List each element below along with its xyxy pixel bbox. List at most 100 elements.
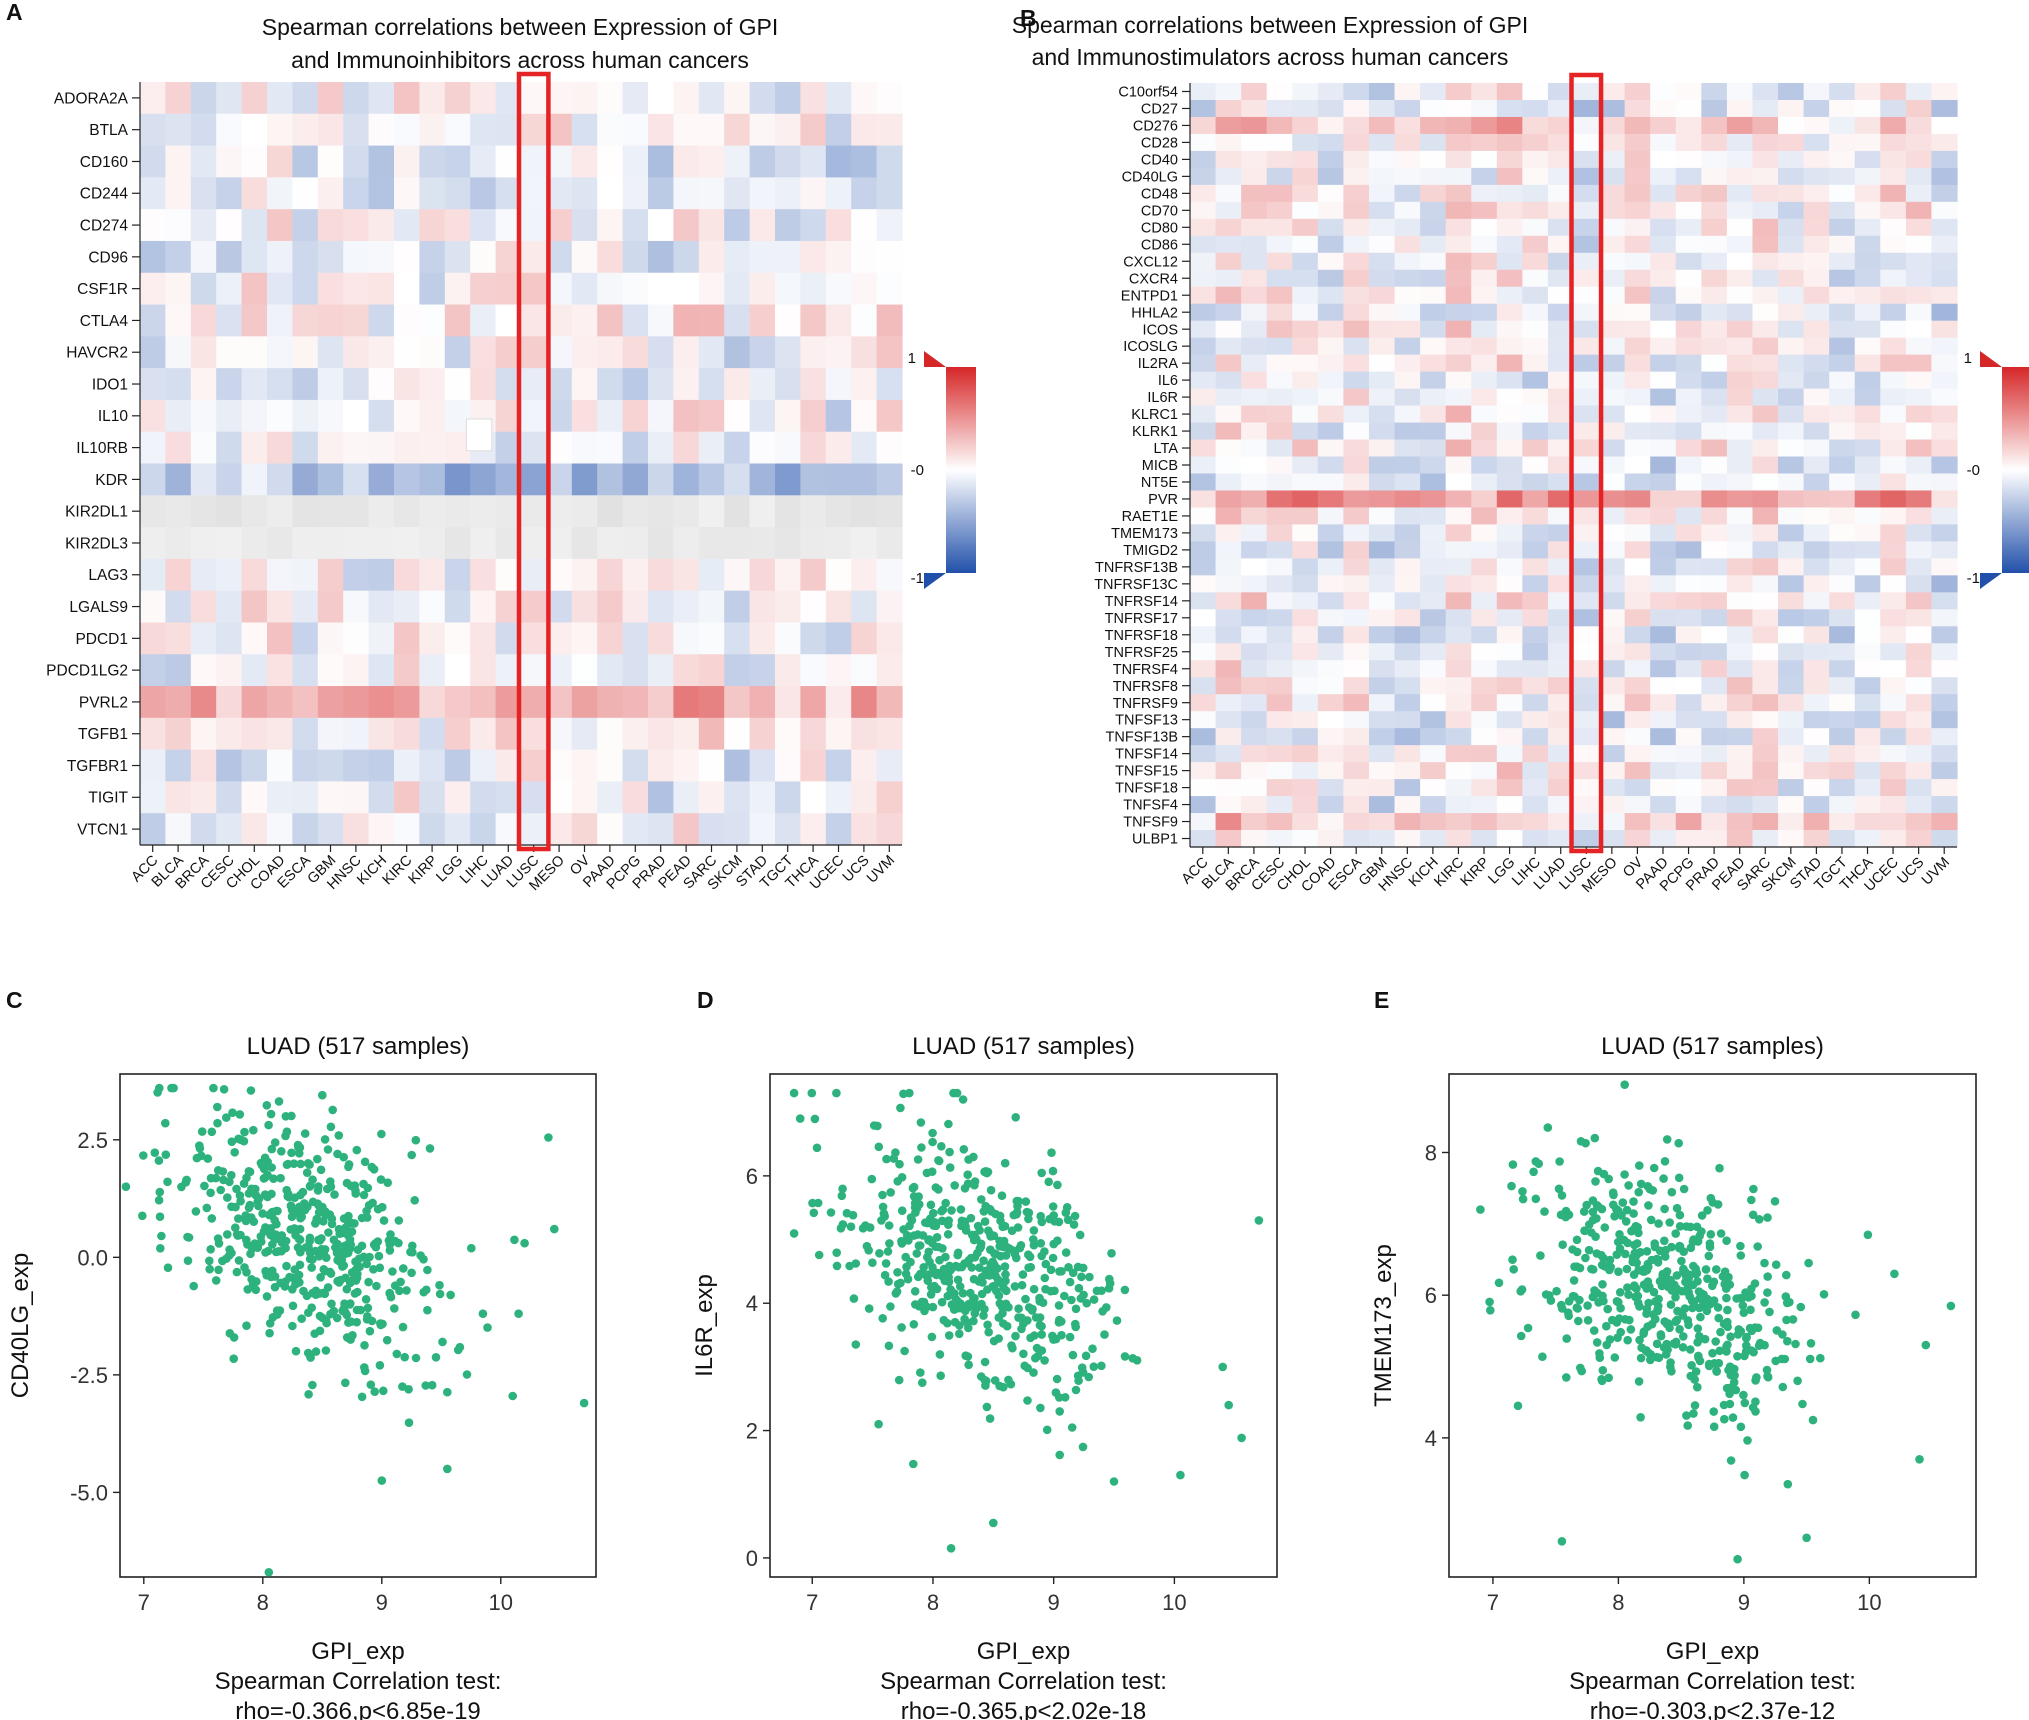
heatmap-cell (267, 781, 293, 814)
scatter-point (227, 1170, 236, 1180)
heatmap-cell (1215, 558, 1242, 576)
scatter-point (1741, 1347, 1751, 1356)
x-tick-label: 9 (1048, 1590, 1060, 1615)
heatmap-cell (1368, 660, 1396, 678)
heatmap-cell (1190, 745, 1217, 763)
heatmap-cell (1752, 235, 1779, 254)
heatmap-cell (622, 527, 649, 560)
heatmap-cell (292, 145, 319, 178)
scatter-point (1708, 1281, 1717, 1291)
heatmap-cell (368, 336, 395, 369)
correlation-test-label: Spearman Correlation test: (880, 1668, 1167, 1695)
heatmap-cell (1343, 694, 1370, 712)
heatmap-cell (1266, 473, 1293, 492)
heatmap-cell (1394, 303, 1421, 322)
heatmap-cell (546, 304, 573, 337)
y-axis-label: TMEM173_exp (1370, 1244, 1397, 1407)
heatmap-cell (1675, 541, 1702, 559)
column-label: UVM (1919, 855, 1953, 889)
heatmap-cell (1496, 286, 1523, 305)
heatmap-a-highlight (516, 71, 551, 852)
heatmap-cell (1547, 728, 1575, 746)
heatmap-cell (1905, 303, 1933, 322)
heatmap-cell (1368, 422, 1396, 441)
heatmap-cell (1573, 813, 1600, 831)
row-label: TMIGD2 (1123, 543, 1178, 559)
heatmap-cell (1292, 728, 1319, 746)
heatmap-cell (622, 749, 649, 783)
heatmap-cell (1368, 609, 1396, 627)
correlation-test-result: rho=-0.365,p<2.02e-18 (901, 1698, 1147, 1720)
heatmap-cell (1547, 320, 1575, 339)
heatmap-cell (1368, 235, 1396, 254)
scatter-point (197, 1151, 206, 1161)
scatter-point (235, 1110, 245, 1119)
scatter-point (315, 1326, 325, 1336)
scatter-point (956, 1205, 966, 1214)
scatter-point (1088, 1344, 1097, 1353)
heatmap-cell (1573, 456, 1600, 475)
scatter-point (1084, 1372, 1093, 1382)
scatter-point (826, 1208, 836, 1217)
scatter-point (1742, 1341, 1751, 1350)
heatmap-cell (1880, 218, 1907, 237)
heatmap-cell (1726, 303, 1754, 322)
heatmap-cell (1701, 779, 1728, 797)
scatter-point (1793, 1376, 1802, 1386)
heatmap-cell (546, 113, 573, 147)
heatmap-cell (1803, 388, 1830, 407)
scatter-point (228, 1108, 237, 1117)
heatmap-cell (1624, 303, 1651, 322)
heatmap-cell (1675, 490, 1702, 509)
heatmap-cell (775, 813, 801, 846)
heatmap-cell (165, 113, 192, 147)
scatter-point (1513, 1401, 1523, 1411)
row-label: TNFRSF13C (1094, 577, 1178, 593)
heatmap-cell (1624, 796, 1651, 814)
heatmap-cell (1599, 813, 1626, 831)
scatter-point (1669, 1339, 1679, 1348)
column-label: UCS (840, 853, 873, 886)
colorbar-tick-label: 1 (908, 350, 916, 367)
scatter-point (244, 1189, 254, 1198)
heatmap-cell (1701, 150, 1728, 169)
heatmap-cell (1496, 354, 1523, 373)
scatter-point (789, 1088, 799, 1098)
scatter-point (927, 1283, 936, 1292)
heatmap-cell (1215, 711, 1242, 729)
heatmap-cell (1190, 575, 1217, 593)
scatter-point (1590, 1133, 1600, 1143)
heatmap-cell (571, 368, 598, 401)
heatmap-cell (165, 686, 192, 719)
scatter-point (926, 1200, 936, 1210)
heatmap-cell (1675, 626, 1702, 644)
scatter-point (1629, 1209, 1638, 1218)
heatmap-cell (368, 113, 395, 147)
heatmap-cell (1420, 660, 1447, 678)
heatmap-cell (673, 813, 700, 846)
heatmap-cell (267, 336, 293, 369)
heatmap-cell (1317, 575, 1344, 593)
scatter-point (357, 1241, 367, 1251)
heatmap-cell (1368, 184, 1396, 203)
scatter-point (1654, 1219, 1663, 1228)
scatter-point (883, 1247, 893, 1256)
heatmap-cell (1471, 99, 1498, 118)
scatter-point (446, 1290, 455, 1300)
heatmap-cell (825, 686, 852, 719)
heatmap-cell (368, 145, 395, 178)
heatmap-cell (1496, 99, 1523, 118)
heatmap-cell (1650, 167, 1677, 186)
heatmap-cell (1803, 286, 1830, 305)
scatter-point (206, 1173, 216, 1183)
heatmap-cell (1880, 184, 1907, 203)
scatter-point (334, 1224, 344, 1234)
heatmap-cell (1880, 473, 1907, 492)
heatmap-cell (1420, 184, 1447, 203)
heatmap-cell (1394, 99, 1421, 118)
heatmap-cell (800, 240, 827, 274)
y-tick-label: 0 (746, 1546, 758, 1571)
heatmap-cell (292, 717, 319, 751)
heatmap-cell (1854, 456, 1881, 475)
heatmap-cell (1420, 269, 1447, 288)
